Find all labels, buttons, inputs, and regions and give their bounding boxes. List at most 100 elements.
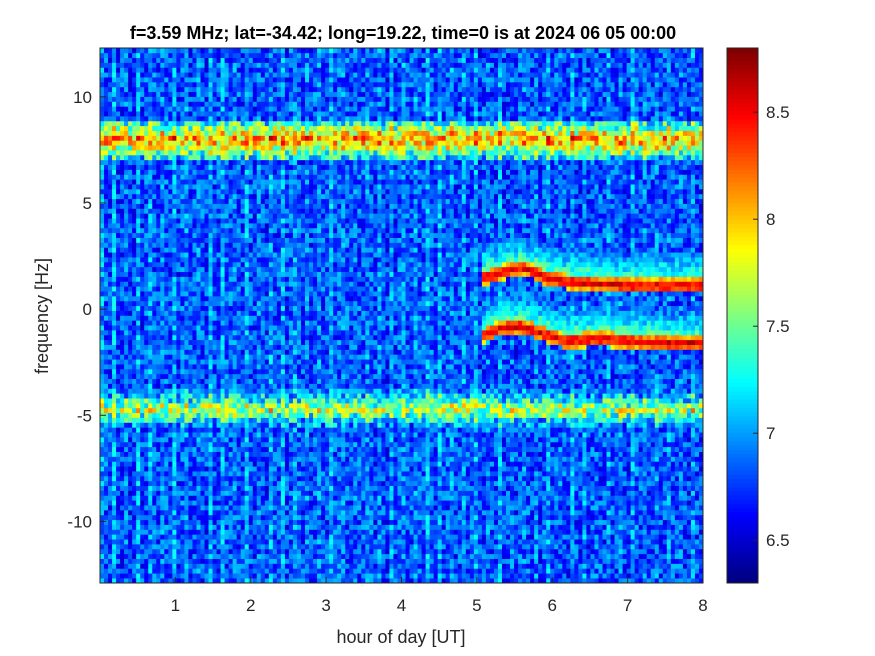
heatmap-cell (241, 379, 245, 384)
heatmap-cell (192, 452, 196, 457)
heatmap-cell (148, 155, 152, 160)
heatmap-cell (273, 72, 277, 77)
heatmap-cell (124, 243, 128, 248)
heatmap-cell (213, 111, 217, 116)
heatmap-cell (156, 63, 160, 68)
heatmap-cell (257, 291, 261, 296)
heatmap-cell (148, 515, 152, 520)
heatmap-cell (132, 48, 136, 53)
heatmap-cell (221, 272, 225, 277)
heatmap-cell (100, 165, 104, 170)
heatmap-cell (221, 403, 225, 408)
heatmap-cell (136, 447, 140, 452)
heatmap-cell (249, 316, 253, 321)
heatmap-cell (156, 301, 160, 306)
heatmap-cell (192, 335, 196, 340)
heatmap-cell (221, 471, 225, 476)
heatmap-cell (217, 58, 221, 63)
heatmap-cell (164, 316, 168, 321)
heatmap-cell (184, 568, 188, 573)
heatmap-cell (176, 174, 180, 179)
heatmap-cell (261, 155, 265, 160)
heatmap-cell (225, 126, 229, 131)
heatmap-cell (213, 267, 217, 272)
heatmap-cell (217, 174, 221, 179)
heatmap-cell (148, 316, 152, 321)
heatmap-cell (209, 140, 213, 145)
heatmap-cell (184, 243, 188, 248)
heatmap-cell (108, 58, 112, 63)
heatmap-cell (225, 418, 229, 423)
heatmap-cell (257, 530, 261, 535)
heatmap-cell (120, 243, 124, 248)
heatmap-cell (188, 48, 192, 53)
heatmap-cell (249, 534, 253, 539)
heatmap-cell (261, 393, 265, 398)
heatmap-cell (273, 121, 277, 126)
heatmap-cell (196, 320, 200, 325)
heatmap-cell (164, 262, 168, 267)
heatmap-cell (257, 67, 261, 72)
heatmap-cell (156, 311, 160, 316)
heatmap-cell (245, 257, 249, 262)
heatmap-cell (108, 369, 112, 374)
heatmap-cell (265, 281, 269, 286)
heatmap-cell (249, 320, 253, 325)
heatmap-cell (225, 306, 229, 311)
heatmap-cell (172, 213, 176, 218)
heatmap-cell (132, 223, 136, 228)
heatmap-cell (164, 165, 168, 170)
heatmap-cell (132, 306, 136, 311)
heatmap-cell (217, 495, 221, 500)
heatmap-cell (168, 354, 172, 359)
heatmap-cell (180, 354, 184, 359)
heatmap-cell (120, 247, 124, 252)
heatmap-cell (148, 393, 152, 398)
heatmap-cell (160, 510, 164, 515)
heatmap-cell (120, 296, 124, 301)
heatmap-cell (100, 131, 104, 136)
heatmap-cell (152, 393, 156, 398)
heatmap-cell (257, 573, 261, 578)
heatmap-cell (241, 77, 245, 82)
heatmap-cell (281, 364, 285, 369)
heatmap-cell (253, 218, 257, 223)
heatmap-cell (108, 106, 112, 111)
heatmap-cell (168, 359, 172, 364)
heatmap-cell (140, 388, 144, 393)
heatmap-cell (176, 92, 180, 97)
heatmap-cell (140, 67, 144, 72)
heatmap-cell (128, 549, 132, 554)
heatmap-cell (265, 573, 269, 578)
heatmap-cell (273, 257, 277, 262)
heatmap-cell (277, 539, 281, 544)
heatmap-cell (277, 374, 281, 379)
heatmap-cell (156, 199, 160, 204)
heatmap-cell (245, 369, 249, 374)
heatmap-cell (164, 97, 168, 102)
heatmap-cell (273, 398, 277, 403)
heatmap-cell (188, 223, 192, 228)
heatmap-cell (205, 515, 209, 520)
heatmap-cell (229, 306, 233, 311)
heatmap-cell (253, 58, 257, 63)
heatmap-cell (160, 359, 164, 364)
heatmap-cell (128, 238, 132, 243)
heatmap-cell (104, 573, 108, 578)
heatmap-cell (144, 568, 148, 573)
heatmap-cell (273, 228, 277, 233)
heatmap-cell (144, 486, 148, 491)
heatmap-cell (229, 427, 233, 432)
heatmap-cell (229, 184, 233, 189)
heatmap-cell (140, 311, 144, 316)
heatmap-cell (188, 359, 192, 364)
heatmap-cell (217, 549, 221, 554)
heatmap-cell (192, 418, 196, 423)
heatmap-cell (172, 335, 176, 340)
heatmap-cell (148, 223, 152, 228)
heatmap-cell (136, 72, 140, 77)
heatmap-cell (205, 325, 209, 330)
heatmap-cell (253, 403, 257, 408)
heatmap-cell (176, 204, 180, 209)
heatmap-cell (265, 199, 269, 204)
